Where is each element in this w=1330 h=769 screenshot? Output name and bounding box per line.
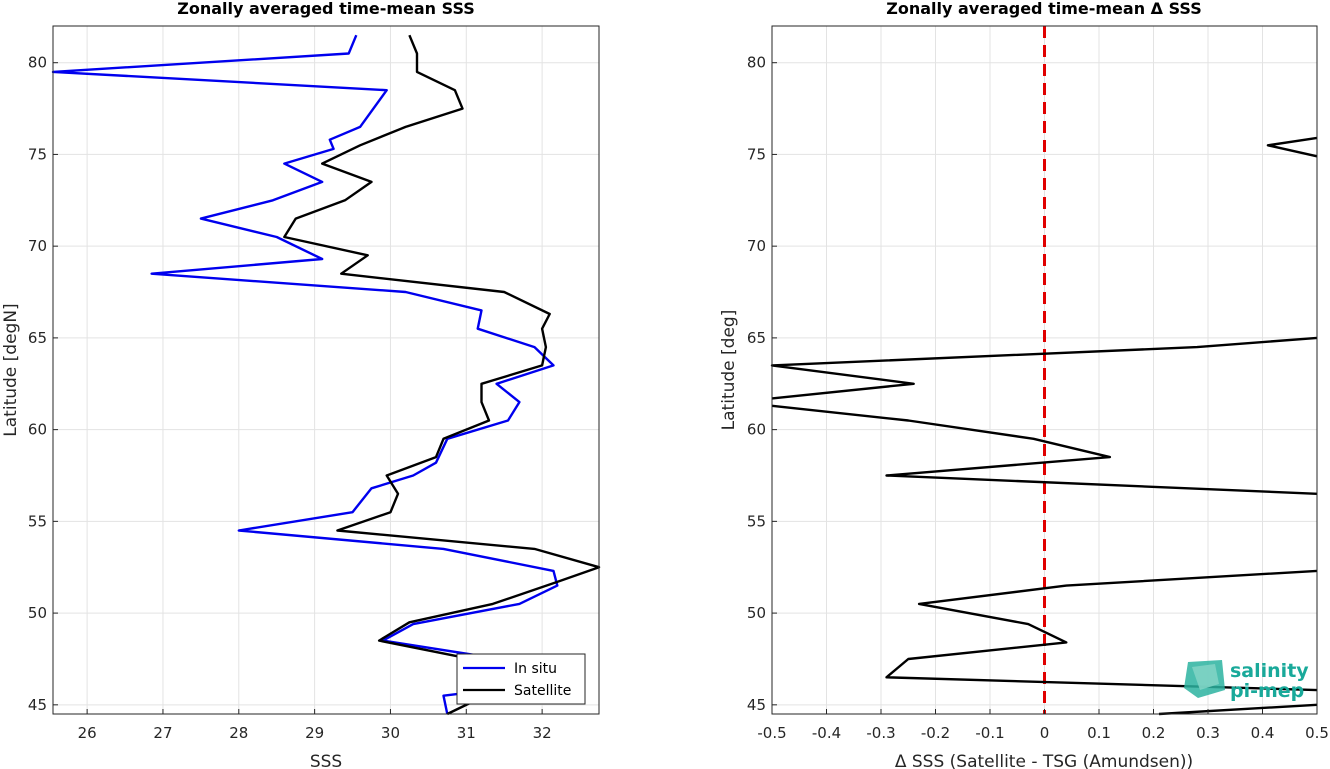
- left-axes-box: [52, 25, 600, 715]
- right-y-tick-label: 45: [747, 696, 766, 714]
- right-tick-labels: -0.5 -0.4 -0.3 -0.2 -0.1 0 0.1 0.2 0.3 0.4 0.5 45 50…: [747, 54, 1329, 742]
- left-chart-title: Zonally averaged time-mean SSS: [177, 0, 475, 18]
- salinity-pi-mep-logo: salinity pi-mep: [1184, 660, 1309, 702]
- left-y-tick-label: 80: [28, 54, 47, 72]
- left-y-axis-label: Latitude [degN]: [1, 303, 21, 436]
- legend: In situ Satellite: [456, 653, 586, 705]
- right-y-tick-label: 55: [747, 512, 766, 530]
- left-x-tick-label: 26: [78, 724, 97, 742]
- right-y-axis-label: Latitude [deg]: [719, 310, 739, 431]
- logo-emblem-highlight-icon: [1192, 664, 1219, 690]
- delta-sss-line-segment: [1158, 703, 1318, 716]
- right-x-tick-label: 0.4: [1251, 724, 1275, 742]
- left-x-axis-label: SSS: [310, 752, 342, 769]
- right-y-tick-label: 75: [747, 145, 766, 163]
- right-x-tick-label: 0.3: [1196, 724, 1220, 742]
- right-x-axis-label: Δ SSS (Satellite - TSG (Amundsen)): [895, 752, 1193, 769]
- left-y-tick-label: 75: [28, 145, 47, 163]
- delta-sss-line-segment: [771, 404, 1318, 495]
- right-x-tick-label: 0: [1040, 724, 1050, 742]
- left-y-tick-label: 55: [28, 512, 47, 530]
- right-y-tick-label: 60: [747, 421, 766, 439]
- left-x-tick-label: 28: [229, 724, 248, 742]
- right-y-tick-label: 50: [747, 604, 766, 622]
- right-x-tick-label: 0.1: [1087, 724, 1111, 742]
- series-line-satellite: [283, 34, 601, 716]
- left-x-tick-label: 31: [457, 724, 476, 742]
- delta-sss-line-segment: [1266, 136, 1318, 158]
- left-plot-area: [53, 26, 599, 714]
- right-series-layer: [770, 26, 1318, 716]
- left-chart-panel: 26 27 28 29 30 31 32 45 50 55 60 65 70 75 80 Zonally a…: [1, 0, 601, 769]
- left-x-tick-label: 30: [381, 724, 400, 742]
- delta-sss-line-segment: [885, 569, 1318, 692]
- left-x-tick-label: 29: [305, 724, 324, 742]
- left-y-tick-label: 50: [28, 604, 47, 622]
- logo-line-2: pi-mep: [1230, 680, 1304, 702]
- legend-entry-satellite: Satellite: [514, 683, 571, 699]
- left-y-tick-label: 65: [28, 329, 47, 347]
- right-x-tick-label: -0.1: [975, 724, 1004, 742]
- right-x-tick-label: 0.2: [1142, 724, 1166, 742]
- left-series-layer: [51, 34, 601, 716]
- left-tick-labels: 26 27 28 29 30 31 32 45 50 55 60 65 70 75 80: [28, 54, 552, 742]
- legend-box: [456, 653, 586, 705]
- right-y-tick-label: 80: [747, 54, 766, 72]
- left-x-tick-label: 32: [533, 724, 552, 742]
- left-y-tick-label: 45: [28, 696, 47, 714]
- right-x-tick-label: -0.2: [921, 724, 950, 742]
- right-chart-panel: -0.5 -0.4 -0.3 -0.2 -0.1 0 0.1 0.2 0.3 0.4 0.5 45 50…: [719, 0, 1329, 769]
- right-y-tick-label: 65: [747, 329, 766, 347]
- left-x-tick-label: 27: [153, 724, 172, 742]
- left-y-tick-label: 70: [28, 237, 47, 255]
- logo-line-1: salinity: [1230, 660, 1309, 682]
- legend-entry-in-situ: In situ: [514, 661, 557, 677]
- right-x-tick-label: -0.3: [866, 724, 895, 742]
- right-x-tick-label: 0.5: [1305, 724, 1329, 742]
- left-y-tick-label: 60: [28, 421, 47, 439]
- right-chart-title: Zonally averaged time-mean Δ SSS: [886, 0, 1202, 18]
- right-y-tick-label: 70: [747, 237, 766, 255]
- right-x-tick-label: -0.5: [757, 724, 786, 742]
- series-line-in-situ: [51, 34, 559, 715]
- right-x-tick-label: -0.4: [812, 724, 841, 742]
